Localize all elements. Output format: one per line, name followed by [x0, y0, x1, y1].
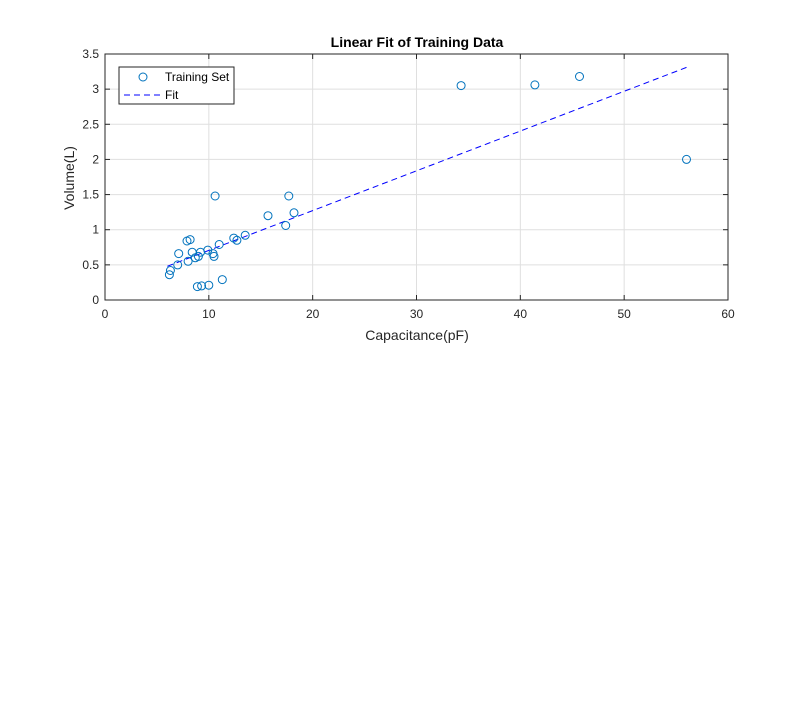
data-point — [165, 266, 175, 275]
data-point — [193, 251, 203, 261]
x-axis-label: Capacitance(pF) — [365, 327, 469, 343]
x-tick-label: 0 — [102, 307, 109, 321]
data-point — [289, 208, 299, 218]
tick-labels: 0 10 20 30 40 50 60 0 0.5 1 1.5 2 2.5 3 3.5 — [82, 47, 735, 321]
data-point — [209, 251, 219, 261]
chart-title: Linear Fit of Training Data — [331, 34, 504, 50]
legend-box — [118, 66, 235, 105]
y-tick-label: 1 — [92, 223, 99, 237]
x-tick-label: 10 — [202, 307, 216, 321]
data-point — [284, 191, 294, 201]
data-point — [192, 282, 202, 292]
data-point — [210, 191, 220, 201]
y-tick-label: 0 — [92, 293, 99, 307]
y-tick-label: 0.5 — [82, 258, 99, 272]
data-point — [263, 211, 273, 221]
y-tick-label: 1.5 — [82, 188, 99, 202]
data-point — [240, 230, 250, 240]
y-tick-label: 3.5 — [82, 47, 99, 61]
ticks — [104, 53, 729, 301]
legend-label-fit: Fit — [165, 88, 179, 102]
data-point — [174, 249, 184, 259]
data-point — [575, 72, 584, 81]
y-axis-label: Volume(L) — [61, 146, 77, 210]
fit-line — [167, 66, 687, 267]
data-point — [682, 154, 691, 164]
x-tick-label: 50 — [617, 307, 631, 321]
fit-layer — [167, 66, 687, 267]
x-tick-label: 20 — [306, 307, 320, 321]
data-point — [281, 221, 291, 230]
data-point — [164, 270, 174, 280]
data-point — [204, 280, 214, 290]
y-tick-label: 3 — [92, 82, 99, 96]
data-point — [197, 281, 207, 291]
data-point — [456, 81, 466, 91]
x-tick-label: 60 — [721, 307, 735, 321]
points-layer — [164, 72, 691, 292]
data-point — [530, 80, 540, 90]
y-tick-label: 2.5 — [82, 117, 99, 131]
legend-label-training-set: Training Set — [165, 70, 230, 84]
x-tick-label: 30 — [410, 307, 424, 321]
y-tick-label: 2 — [92, 152, 99, 166]
data-point — [217, 275, 227, 285]
data-point — [214, 240, 224, 249]
legend: Training Set Fit — [118, 66, 235, 105]
legend-marker-training-set — [138, 72, 148, 82]
data-point — [185, 235, 195, 245]
data-point — [232, 235, 242, 245]
data-point — [229, 233, 239, 243]
x-tick-label: 40 — [514, 307, 528, 321]
data-point — [173, 260, 183, 270]
data-point — [183, 256, 193, 266]
